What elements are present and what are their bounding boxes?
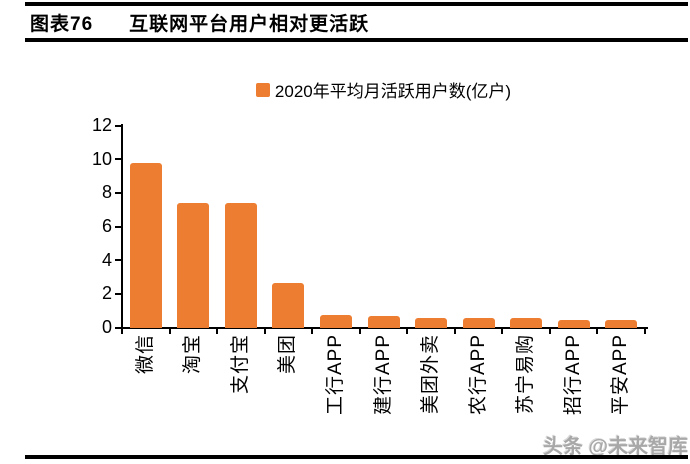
figure-title: 互联网平台用户相对更活跃: [129, 14, 370, 35]
bar-微信: [129, 163, 162, 328]
x-axis-tick: [263, 327, 266, 334]
x-axis-tick: [596, 327, 599, 334]
x-axis-tick: [453, 327, 456, 334]
x-axis-tick: [501, 327, 504, 334]
x-axis-tick: [168, 327, 171, 334]
x-axis-tick: [216, 327, 219, 334]
x-axis-tick: [311, 327, 314, 334]
top-rule: [25, 2, 688, 6]
y-axis-tick: [115, 158, 121, 161]
y-axis-tick: [115, 191, 121, 194]
x-axis-label: 平安APP: [610, 334, 632, 416]
bar-招行APP: [557, 319, 590, 328]
y-axis-tick: [115, 326, 121, 329]
y-axis-tick: [115, 292, 121, 295]
bar-建行APP: [367, 316, 400, 328]
bar-支付宝: [224, 203, 257, 328]
y-axis-tick: [115, 225, 121, 228]
legend-swatch-icon: [255, 82, 270, 97]
x-axis-label: 建行APP: [372, 334, 394, 416]
bar-苏宁易购: [510, 317, 543, 328]
x-axis-label: 淘宝: [182, 334, 204, 375]
x-axis-line: [121, 327, 648, 329]
x-axis-label: 苏宁易购: [515, 334, 537, 415]
y-axis-line: [121, 124, 123, 329]
figure-number: 图表76: [30, 14, 94, 35]
y-axis-tick-label: 0: [101, 317, 112, 337]
bottom-rule: [25, 455, 688, 459]
y-axis-tick-label: 10: [91, 148, 112, 169]
x-axis-tick: [548, 327, 551, 334]
x-axis-tick: [121, 327, 123, 334]
y-axis-tick-label: 12: [91, 115, 112, 135]
x-axis-label: 工行APP: [324, 334, 346, 416]
x-axis-label: 美团: [277, 334, 299, 375]
y-axis-tick-label: 2: [101, 283, 112, 304]
bar-淘宝: [177, 203, 210, 328]
y-axis-tick: [115, 124, 121, 127]
x-axis-label: 农行APP: [467, 334, 489, 416]
legend-label: 2020年平均月活跃用户数(亿户): [274, 82, 512, 101]
x-axis-label: 支付宝: [229, 334, 251, 395]
x-axis-tick: [358, 327, 361, 334]
y-axis-tick-label: 4: [101, 249, 112, 270]
header-rule: [25, 38, 688, 42]
y-axis-tick-label: 8: [101, 182, 112, 203]
y-axis-tick-label: 6: [101, 216, 112, 236]
x-axis-label: 美团外卖: [420, 334, 442, 415]
bar-工行APP: [319, 314, 352, 328]
bar-农行APP: [462, 317, 495, 328]
watermark: 头条 @未来智库: [542, 436, 688, 458]
x-axis-tick: [406, 327, 409, 334]
bar-平安APP: [605, 319, 638, 328]
x-axis-label: 招行APP: [562, 334, 584, 416]
bar-美团: [272, 282, 305, 328]
y-axis-tick: [115, 259, 121, 262]
x-axis-label: 微信: [134, 334, 156, 375]
x-axis-tick: [644, 327, 646, 334]
chart-legend: 2020年平均月活跃用户数(亿户): [122, 77, 645, 102]
figure-header: 图表76 互联网平台用户相对更活跃: [30, 9, 369, 36]
bar-美团外卖: [415, 317, 448, 328]
